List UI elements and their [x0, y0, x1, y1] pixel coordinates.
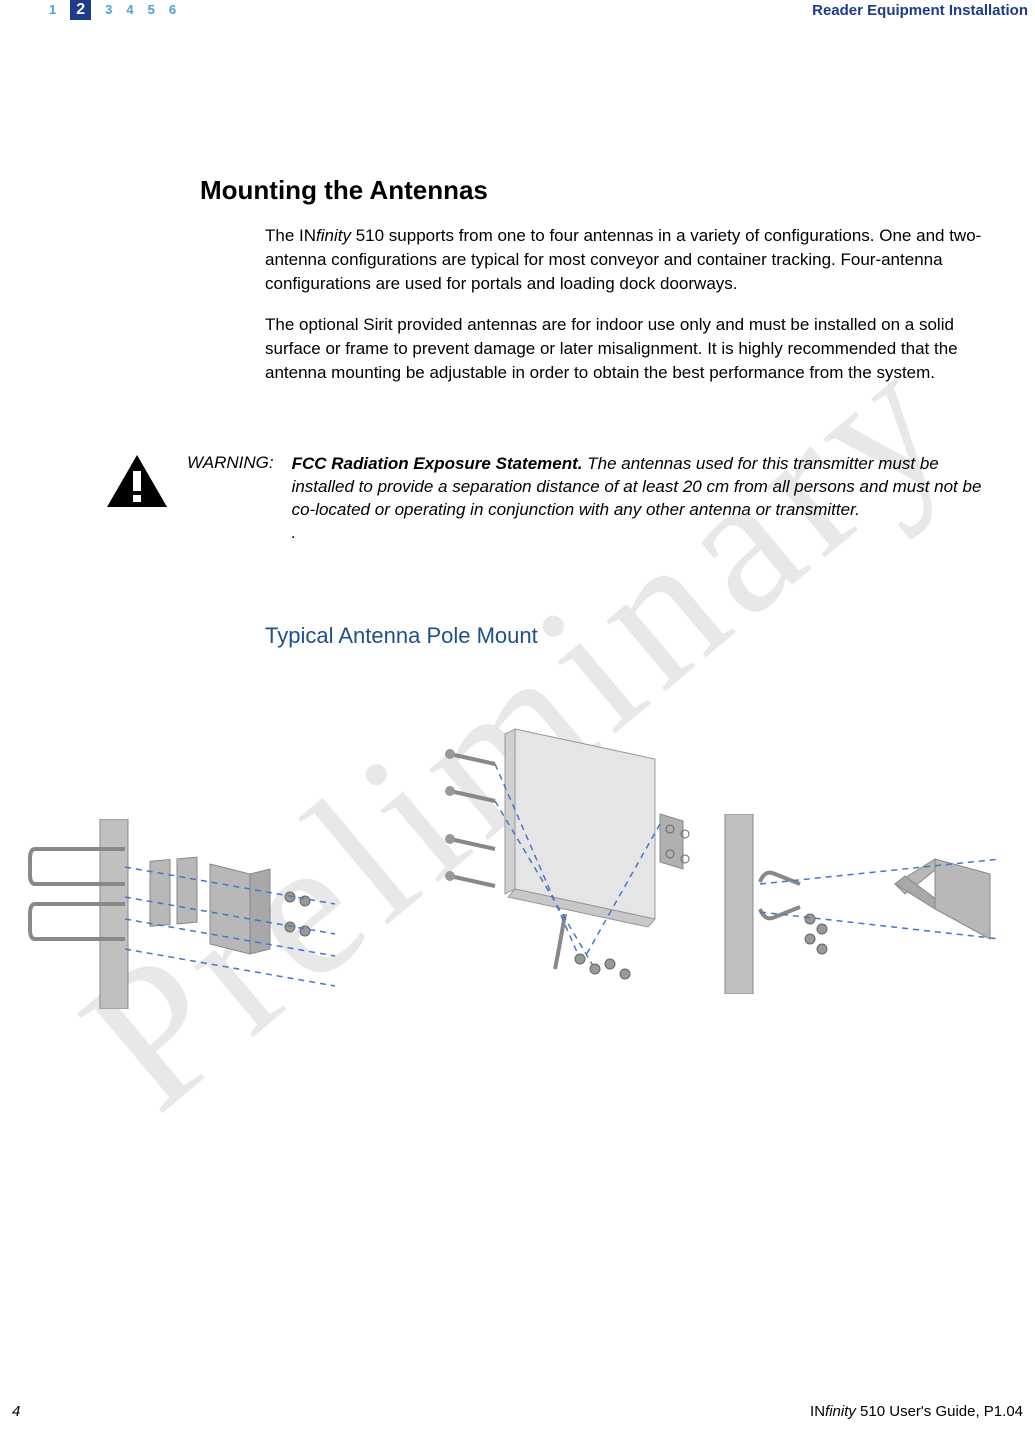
chapter-tab-6: 6	[169, 2, 176, 20]
footer-document-title: INfinity 510 User's Guide, P1.04	[810, 1403, 1023, 1420]
header-title: Reader Equipment Installation	[812, 0, 1030, 19]
pole-mount-diagram-right	[710, 814, 1030, 994]
chapter-tabs: 1 2 3 4 5 6	[5, 0, 176, 20]
pole-mount-diagram-left	[5, 819, 345, 1009]
warning-text: FCC Radiation Exposure Statement. The an…	[292, 453, 990, 545]
body-paragraph-2: The optional Sirit provided antennas are…	[265, 313, 990, 384]
chapter-tab-1: 1	[49, 2, 56, 20]
chapter-tab-5: 5	[148, 2, 155, 20]
warning-label: WARNING:	[187, 453, 274, 473]
diagram-area	[45, 699, 990, 1019]
footer-page-number: 4	[12, 1403, 20, 1420]
warning-icon	[105, 453, 169, 509]
antenna-panel-diagram	[425, 709, 715, 989]
warning-block: WARNING: FCC Radiation Exposure Statemen…	[45, 453, 990, 545]
body-paragraph-1: The INfinity 510 supports from one to fo…	[265, 224, 990, 295]
page-footer: 4 INfinity 510 User's Guide, P1.04	[0, 1403, 1035, 1420]
page-header: 1 2 3 4 5 6 Reader Equipment Installatio…	[0, 0, 1035, 20]
chapter-tab-2: 2	[70, 0, 91, 20]
chapter-tab-3: 3	[105, 2, 112, 20]
chapter-tab-4: 4	[126, 2, 133, 20]
subsection-heading: Typical Antenna Pole Mount	[265, 623, 990, 649]
page-content: Mounting the Antennas The INfinity 510 s…	[0, 20, 1035, 1019]
section-heading: Mounting the Antennas	[200, 175, 990, 206]
